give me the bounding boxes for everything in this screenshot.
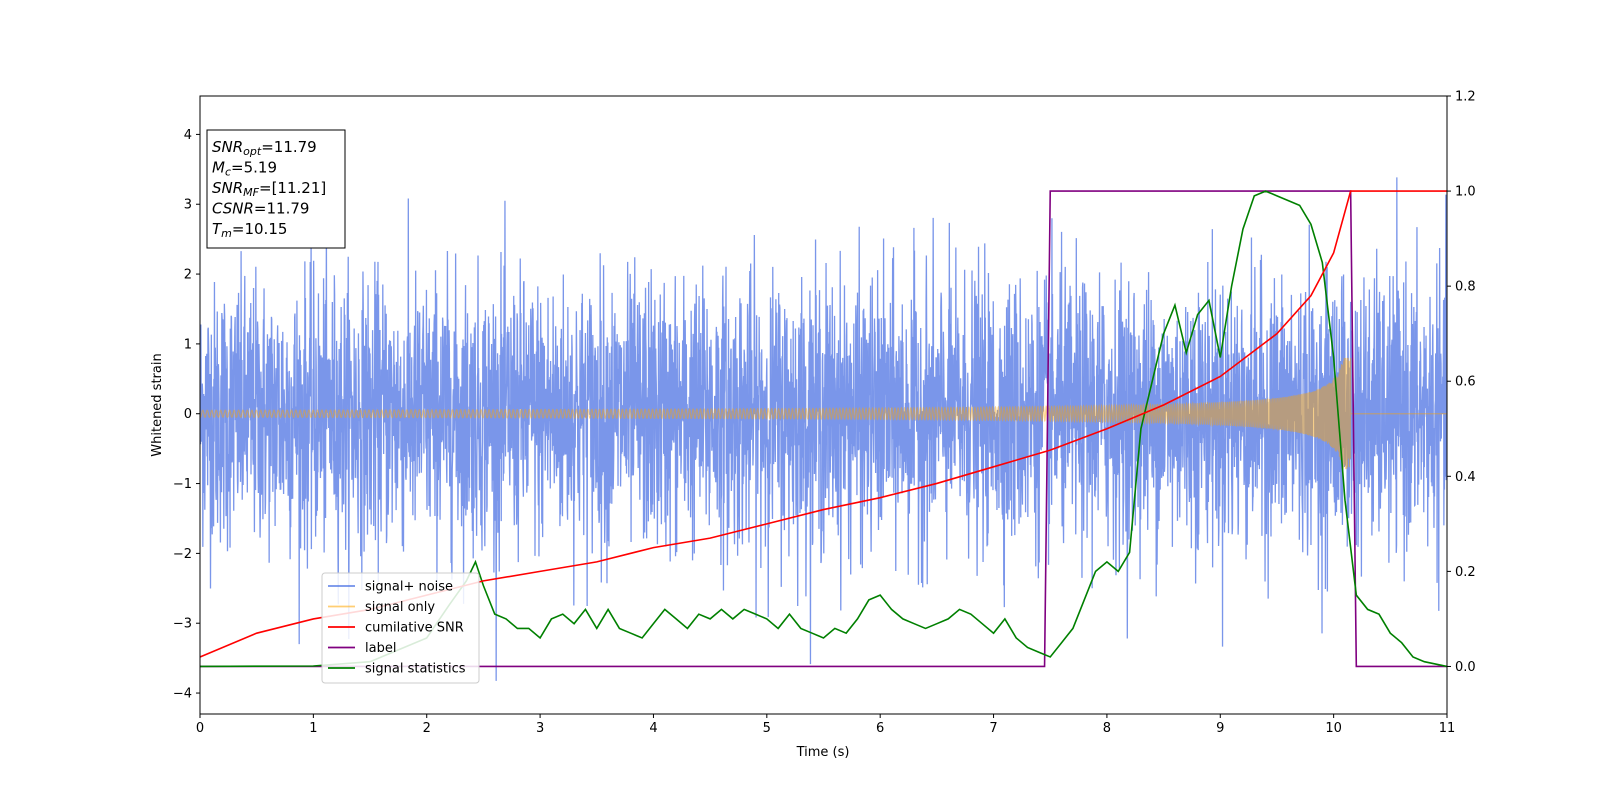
x-tick-label: 0 — [196, 721, 204, 736]
series-signal-noise — [200, 177, 1447, 681]
x-tick-label: 8 — [1103, 721, 1111, 736]
plot-frame — [199, 95, 1448, 715]
legend-entry: label — [365, 641, 396, 656]
x-tick-label: 9 — [1216, 721, 1224, 736]
axes-group: 0 1 2 3 4 5 6 7 8 9 10 11 −4 −3 −2 −1 0 1 2 3 4 0.0 0.2 0.4 0.6 0… — [173, 90, 1476, 737]
x-tick-label: 7 — [989, 721, 997, 736]
y-tick-label: 1 — [184, 337, 192, 352]
x-tick-label: 4 — [649, 721, 657, 736]
x-tick-label: 3 — [536, 721, 544, 736]
y-tick-label: 4 — [184, 128, 192, 143]
y-tick-label: −1 — [173, 477, 192, 492]
annotation-line: SNRMF=[11.21] — [212, 179, 326, 199]
y2-tick-label: 0.4 — [1455, 470, 1476, 485]
annotation-line: Tm=10.15 — [212, 220, 287, 240]
y-tick-label: 0 — [184, 407, 192, 422]
chirp-series-group — [200, 357, 1447, 470]
y-axis-label: Whitened strain — [150, 353, 165, 456]
x-tick-label: 5 — [763, 721, 771, 736]
legend-entry: signal statistics — [365, 662, 466, 677]
y-tick-label: −3 — [173, 617, 192, 632]
y2-tick-label: 0.2 — [1455, 565, 1476, 580]
series-signal-only — [200, 357, 1447, 470]
y2-tick-label: 0.0 — [1455, 660, 1476, 675]
legend-entry: signal+ noise — [365, 580, 453, 595]
y-tick-label: 3 — [184, 198, 192, 213]
annotation-line: CSNR=11.79 — [212, 200, 309, 218]
x-axis-label: Time (s) — [796, 745, 850, 760]
annotation-line: SNRopt=11.79 — [212, 138, 317, 158]
x-tick-label: 1 — [309, 721, 317, 736]
x-tick-label: 10 — [1325, 721, 1342, 736]
legend-entry: signal only — [365, 600, 435, 615]
y-tick-label: 2 — [184, 268, 192, 283]
y2-tick-label: 1.0 — [1455, 185, 1476, 200]
series-label — [200, 190, 1447, 668]
series-signal-statistics — [200, 190, 1447, 668]
legend-frame — [321, 572, 480, 684]
noise-series-group — [200, 177, 1447, 681]
x-tick-label: 11 — [1439, 721, 1456, 736]
x-tick-label: 2 — [423, 721, 431, 736]
annotation-frame — [206, 129, 346, 249]
legend-entry: cumilative SNR — [365, 621, 464, 636]
y-tick-label: −2 — [173, 547, 192, 562]
y2-tick-label: 0.8 — [1455, 280, 1476, 295]
annotation-box: SNRopt=11.79Mc=5.19SNRMF=[11.21]CSNR=11.… — [206, 129, 346, 249]
annotation-line: Mc=5.19 — [212, 159, 277, 179]
legend: signal+ noise signal only cumilative SNR la… — [321, 572, 480, 684]
x-tick-label: 6 — [876, 721, 884, 736]
y-tick-label: −4 — [173, 687, 192, 702]
y2-tick-label: 0.6 — [1455, 375, 1476, 390]
y2-tick-label: 1.2 — [1455, 90, 1476, 105]
